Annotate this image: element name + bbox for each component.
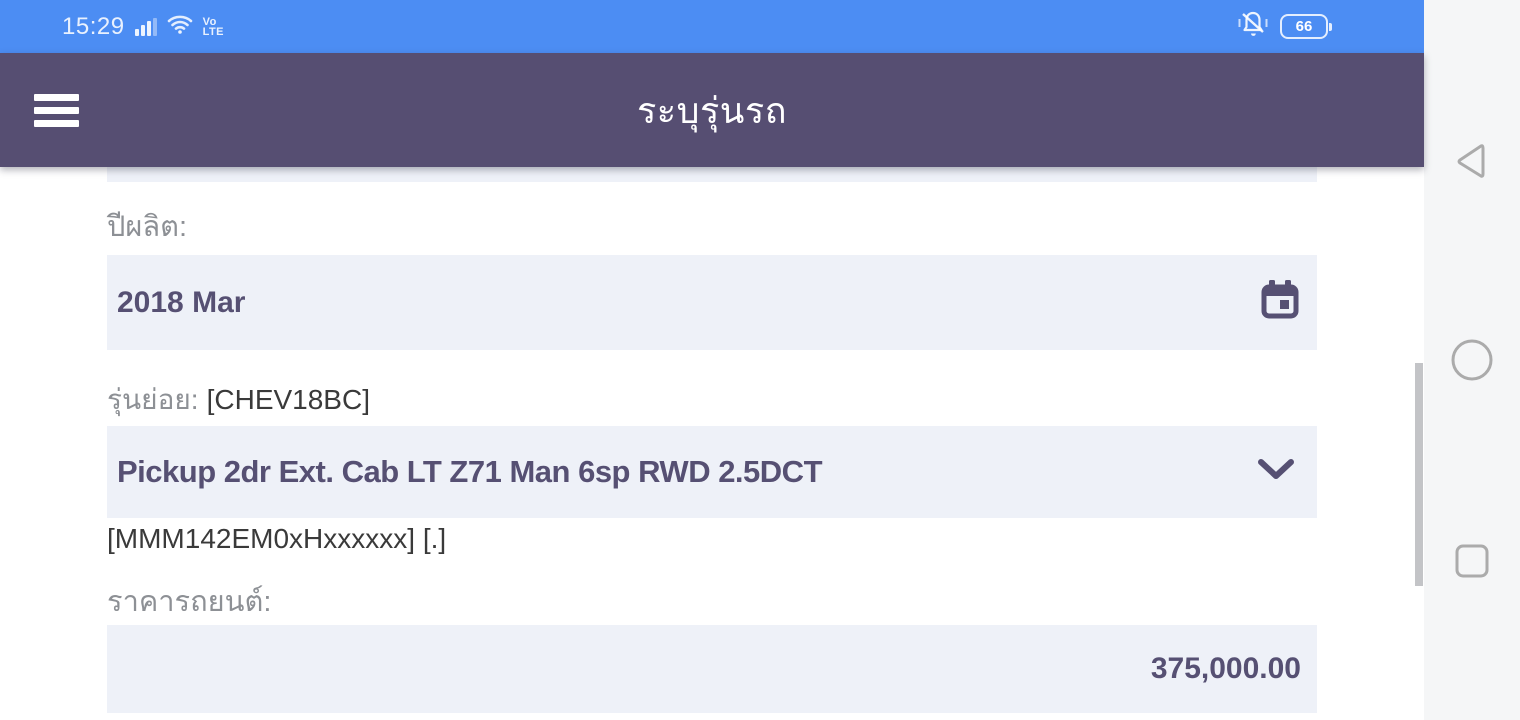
scrollbar-thumb[interactable] xyxy=(1415,363,1423,586)
volte-label-top: Vo xyxy=(202,15,217,28)
year-label: ปีผลิต: xyxy=(107,211,188,243)
model-dropdown[interactable]: Pickup 2dr Ext. Cab LT Z71 Man 6sp RWD 2… xyxy=(107,426,1317,518)
android-nav-bar xyxy=(1424,0,1520,720)
model-value: Pickup 2dr Ext. Cab LT Z71 Man 6sp RWD 2… xyxy=(117,454,823,489)
home-icon[interactable] xyxy=(1424,339,1520,381)
clock: 15:29 xyxy=(62,12,125,40)
year-value: 2018 Mar xyxy=(117,285,246,319)
price-label: ราคารถยนต์: xyxy=(107,586,272,618)
chevron-down-icon[interactable] xyxy=(1257,458,1295,487)
submodel-label: รุ่นย่อย: xyxy=(107,384,199,415)
volte-label-bottom: LTE xyxy=(202,25,225,38)
form-content: ปีผลิต: 2018 Mar รุ่นย่อย: [CHEV18BC] xyxy=(0,167,1424,720)
previous-field-partial[interactable] xyxy=(107,167,1317,182)
calendar-icon[interactable] xyxy=(1258,278,1302,327)
hamburger-menu-icon[interactable] xyxy=(0,93,112,127)
app-bar: ระบุรุ่นรถ xyxy=(0,53,1424,167)
volte-icon: Vo LTE xyxy=(202,15,225,38)
status-bar: 15:29 Vo LTE xyxy=(0,0,1424,53)
vibrate-mute-icon xyxy=(1236,10,1270,43)
submodel-code: [CHEV18BC] xyxy=(206,384,370,415)
signal-strength-icon xyxy=(134,17,157,36)
year-field[interactable]: 2018 Mar xyxy=(107,255,1317,350)
price-field[interactable]: 375,000.00 xyxy=(107,625,1317,713)
status-bar-right: 66 xyxy=(1236,10,1332,43)
recents-icon[interactable] xyxy=(1424,543,1520,579)
submodel-row: รุ่นย่อย: [CHEV18BC] xyxy=(107,380,370,420)
price-value: 375,000.00 xyxy=(1150,652,1301,685)
vin-code: [MMM142EM0xHxxxxxx] [.] xyxy=(107,523,447,554)
page-title: ระบุรุ่นรถ xyxy=(636,89,788,131)
back-icon[interactable] xyxy=(1424,140,1520,182)
battery-icon: 66 xyxy=(1280,14,1332,39)
wifi-icon xyxy=(167,14,193,39)
app-window: 15:29 Vo LTE xyxy=(0,0,1424,720)
battery-percent: 66 xyxy=(1295,18,1313,35)
status-bar-left: 15:29 Vo LTE xyxy=(62,13,224,41)
